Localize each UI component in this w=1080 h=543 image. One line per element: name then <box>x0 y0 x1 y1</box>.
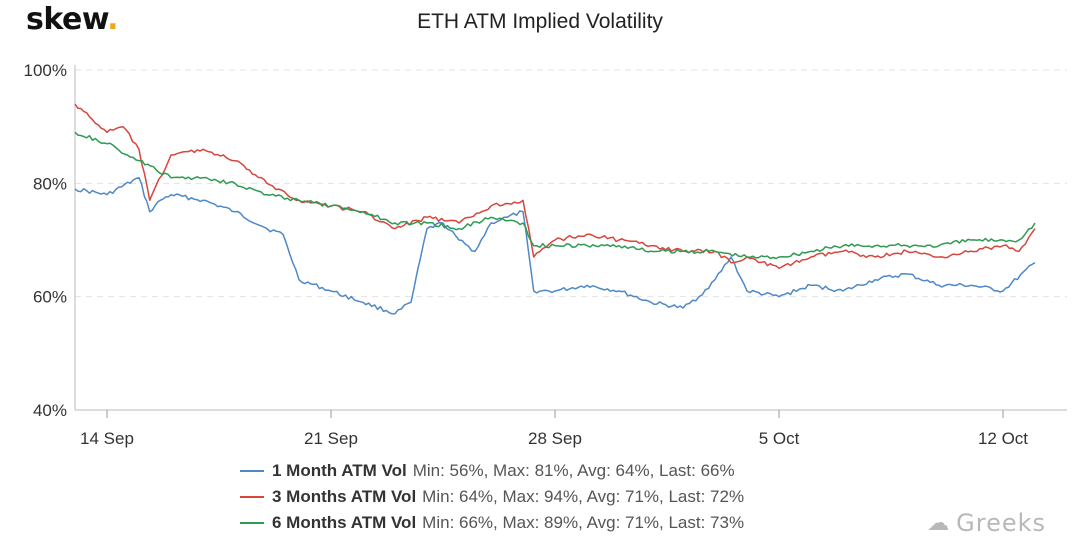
y-tick-label: 40% <box>33 401 67 420</box>
watermark: ☁ Greeks <box>927 509 1046 537</box>
series-line-1 <box>74 176 1036 315</box>
logo-text: skew <box>26 2 108 37</box>
legend-series-stats: Min: 56%, Max: 81%, Avg: 64%, Last: 66% <box>412 461 735 480</box>
y-tick-label: 80% <box>33 174 67 193</box>
legend-swatch <box>240 496 264 498</box>
watermark-text: Greeks <box>956 509 1046 537</box>
legend-item[interactable]: 6 Months ATM Vol Min: 66%, Max: 89%, Avg:… <box>240 510 744 536</box>
legend-item[interactable]: 1 Month ATM Vol Min: 56%, Max: 81%, Avg: … <box>240 458 744 484</box>
x-tick-label: 5 Oct <box>759 429 800 448</box>
legend-item[interactable]: 3 Months ATM Vol Min: 64%, Max: 94%, Avg:… <box>240 484 744 510</box>
legend-series-name: 3 Months ATM Vol <box>272 487 417 506</box>
y-tick-label: 100% <box>24 61 67 80</box>
y-tick-label: 60% <box>33 288 67 307</box>
x-tick-label: 14 Sep <box>80 429 134 448</box>
legend-series-stats: Min: 64%, Max: 94%, Avg: 71%, Last: 72% <box>422 487 745 506</box>
legend: 1 Month ATM Vol Min: 56%, Max: 81%, Avg: … <box>240 458 744 536</box>
legend-swatch <box>240 522 264 524</box>
wechat-bubbles-icon: ☁ <box>927 510 951 536</box>
x-tick-label: 21 Sep <box>304 429 358 448</box>
x-tick-label: 12 Oct <box>978 429 1028 448</box>
series-line-2 <box>74 103 1036 270</box>
skew-logo: skew. <box>26 2 119 37</box>
legend-series-name: 6 Months ATM Vol <box>272 513 417 532</box>
chart-title: ETH ATM Implied Volatility <box>417 10 663 33</box>
legend-series-stats: Min: 66%, Max: 89%, Avg: 71%, Last: 73% <box>422 513 745 532</box>
series-line-3 <box>74 131 1036 260</box>
gridlines <box>75 69 1067 298</box>
series-lines <box>74 103 1036 315</box>
x-tick-label: 28 Sep <box>528 429 582 448</box>
legend-series-name: 1 Month ATM Vol <box>272 461 407 480</box>
legend-swatch <box>240 470 264 472</box>
axes: 40% 60% 80% 100% 14 Sep 21 Sep 28 Sep 5 Oct 12 O… <box>24 61 1067 448</box>
line-chart: 40% 60% 80% 100% 14 Sep 21 Sep 28 Sep 5 Oct 12 O… <box>24 61 1067 448</box>
logo-dot: . <box>107 2 119 37</box>
